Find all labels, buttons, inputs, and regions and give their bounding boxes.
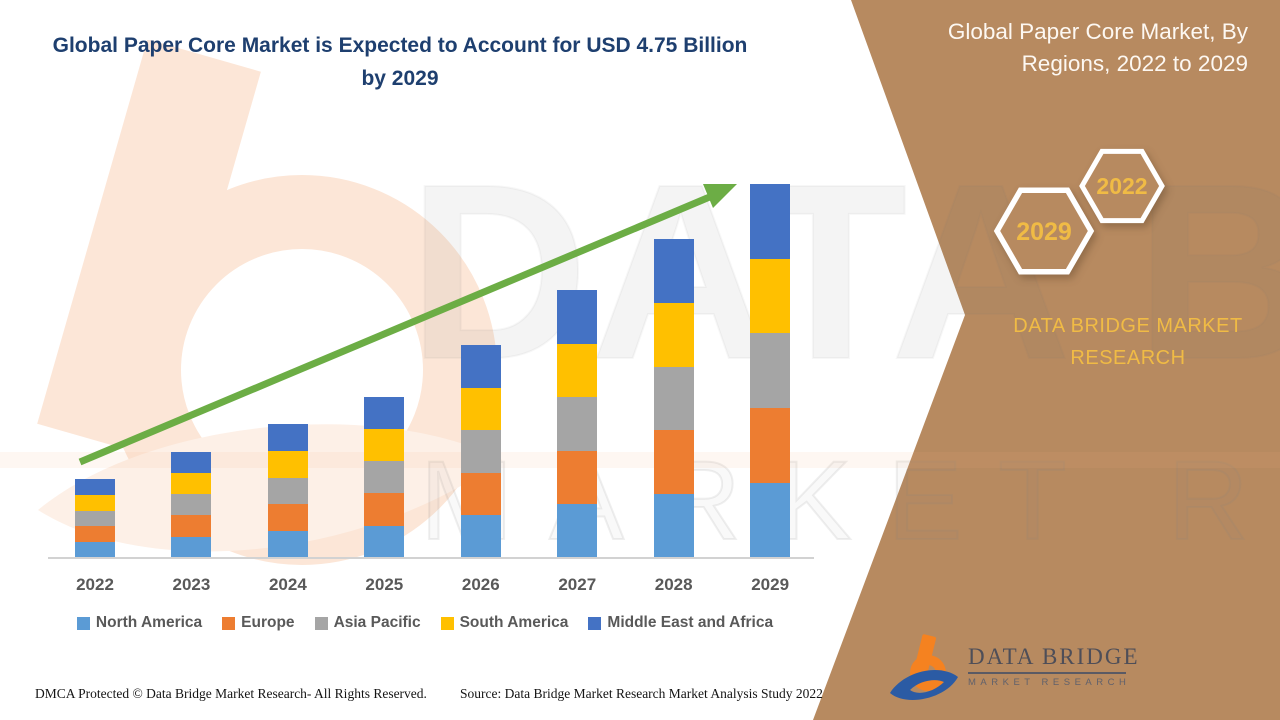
bar-segment-middle-east-and-africa xyxy=(75,479,115,495)
bar-segment-south-america xyxy=(75,494,115,511)
legend-swatch xyxy=(314,616,328,630)
bar-segment-asia-pacific xyxy=(364,461,405,494)
bar-segment-south-america xyxy=(364,428,405,462)
bar-segment-asia-pacific xyxy=(75,510,115,527)
bar-segment-south-america xyxy=(267,450,308,478)
bar-segment-north-america xyxy=(75,542,115,558)
side-panel-title: Global Paper Core Market, By Regions, 20… xyxy=(947,19,1248,76)
x-axis-label-2027: 2027 xyxy=(558,575,597,594)
legend-item-asia-pacific: Asia Pacific xyxy=(314,614,421,632)
bar-segment-europe xyxy=(557,450,598,505)
bar-segment-middle-east-and-africa xyxy=(267,424,308,451)
legend-label: South America xyxy=(459,614,569,631)
chart-title: Global Paper Core Market is Expected to … xyxy=(52,34,748,90)
bar-segment-north-america xyxy=(460,515,501,558)
bar-2026 xyxy=(460,345,501,558)
bar-segment-north-america xyxy=(750,483,791,558)
x-axis-label-2028: 2028 xyxy=(654,575,693,594)
x-axis-line xyxy=(48,557,814,559)
bar-segment-middle-east-and-africa xyxy=(653,239,694,303)
legend-label: Europe xyxy=(241,614,295,631)
logo-divider xyxy=(968,672,1126,674)
bar-segment-middle-east-and-africa xyxy=(460,345,501,388)
legend-swatch xyxy=(588,616,602,630)
bar-2027 xyxy=(557,290,598,558)
bar-segment-middle-east-and-africa xyxy=(364,396,405,429)
bar-segment-europe xyxy=(171,515,212,537)
bars-layer: 2022 2023 2024 2025 2026 2027 2028 2029 xyxy=(75,183,791,594)
bar-segment-asia-pacific xyxy=(267,477,308,505)
bar-segment-europe xyxy=(653,430,694,495)
bar-segment-south-america xyxy=(750,258,791,334)
bar-segment-asia-pacific xyxy=(653,366,694,431)
bar-segment-north-america xyxy=(171,536,212,558)
x-axis-label-2023: 2023 xyxy=(172,575,211,594)
legend-item-north-america: North America xyxy=(76,614,203,632)
bar-2022 xyxy=(75,479,115,558)
logo-name: DATA BRIDGE xyxy=(968,644,1140,669)
bar-segment-north-america xyxy=(364,525,405,558)
bar-segment-middle-east-and-africa xyxy=(171,451,212,473)
bar-2029 xyxy=(750,183,791,558)
bar-segment-middle-east-and-africa xyxy=(750,183,791,259)
legend-label: Asia Pacific xyxy=(333,614,421,631)
chart-legend: North America Europe Asia Pacific South Ame… xyxy=(28,614,822,632)
hexagon-2022 xyxy=(1079,148,1165,224)
brand-wordmark: DATA BRIDGE MARKET RESEARCH xyxy=(1013,315,1243,369)
bar-segment-south-america xyxy=(557,343,598,398)
logo-tagline: MARKET RESEARCH xyxy=(968,677,1131,688)
legend-swatch xyxy=(222,616,236,630)
hexagon-2022-label: 2022 xyxy=(1096,173,1147,199)
bar-segment-north-america xyxy=(653,494,694,558)
bar-segment-europe xyxy=(750,408,791,484)
bar-segment-north-america xyxy=(267,531,308,558)
legend-item-europe: Europe xyxy=(222,614,295,632)
bar-segment-south-america xyxy=(460,387,501,431)
x-axis-label-2024: 2024 xyxy=(268,575,307,594)
x-axis-label-2025: 2025 xyxy=(365,575,404,594)
bar-segment-europe xyxy=(267,504,308,532)
legend-swatch xyxy=(440,616,454,630)
bar-segment-asia-pacific xyxy=(557,397,598,451)
hexagon-2029-label: 2029 xyxy=(1016,218,1072,246)
bar-2025 xyxy=(364,396,405,558)
legend-item-middle-east-and-africa: Middle East and Africa xyxy=(588,614,773,632)
x-axis-label-2026: 2026 xyxy=(461,575,500,594)
bar-segment-europe xyxy=(75,526,115,543)
hexagon-2029 xyxy=(993,187,1095,275)
x-axis-label-2029: 2029 xyxy=(751,575,790,594)
legend-item-south-america: South America xyxy=(440,614,569,632)
bar-2028 xyxy=(653,239,694,558)
source-note: Source: Data Bridge Market Research Mark… xyxy=(460,686,823,701)
bar-segment-asia-pacific xyxy=(750,333,791,409)
legend-label: Middle East and Africa xyxy=(607,614,774,631)
bar-2024 xyxy=(267,424,308,558)
bar-segment-europe xyxy=(364,493,405,526)
logo-text: DATA BRIDGE MARKET RESEARCH xyxy=(968,645,1140,688)
side-panel-shape xyxy=(813,0,1280,720)
bar-2023 xyxy=(171,451,212,558)
legend-label: North America xyxy=(95,614,203,631)
bar-segment-south-america xyxy=(171,472,212,495)
bar-segment-asia-pacific xyxy=(171,494,212,516)
bar-segment-europe xyxy=(460,472,501,516)
hexagon-badges: 2022 2029 xyxy=(993,148,1165,275)
x-axis-label-2022: 2022 xyxy=(76,575,114,594)
bar-segment-asia-pacific xyxy=(460,430,501,473)
bar-segment-middle-east-and-africa xyxy=(557,290,598,344)
legend-swatch xyxy=(76,616,90,630)
bar-segment-north-america xyxy=(557,504,598,558)
data-bridge-logo-icon xyxy=(890,634,958,700)
dmca-notice: DMCA Protected © Data Bridge Market Rese… xyxy=(35,686,427,701)
data-bridge-logo: DATA BRIDGE MARKET RESEARCH xyxy=(888,633,1140,707)
bar-segment-south-america xyxy=(653,302,694,367)
